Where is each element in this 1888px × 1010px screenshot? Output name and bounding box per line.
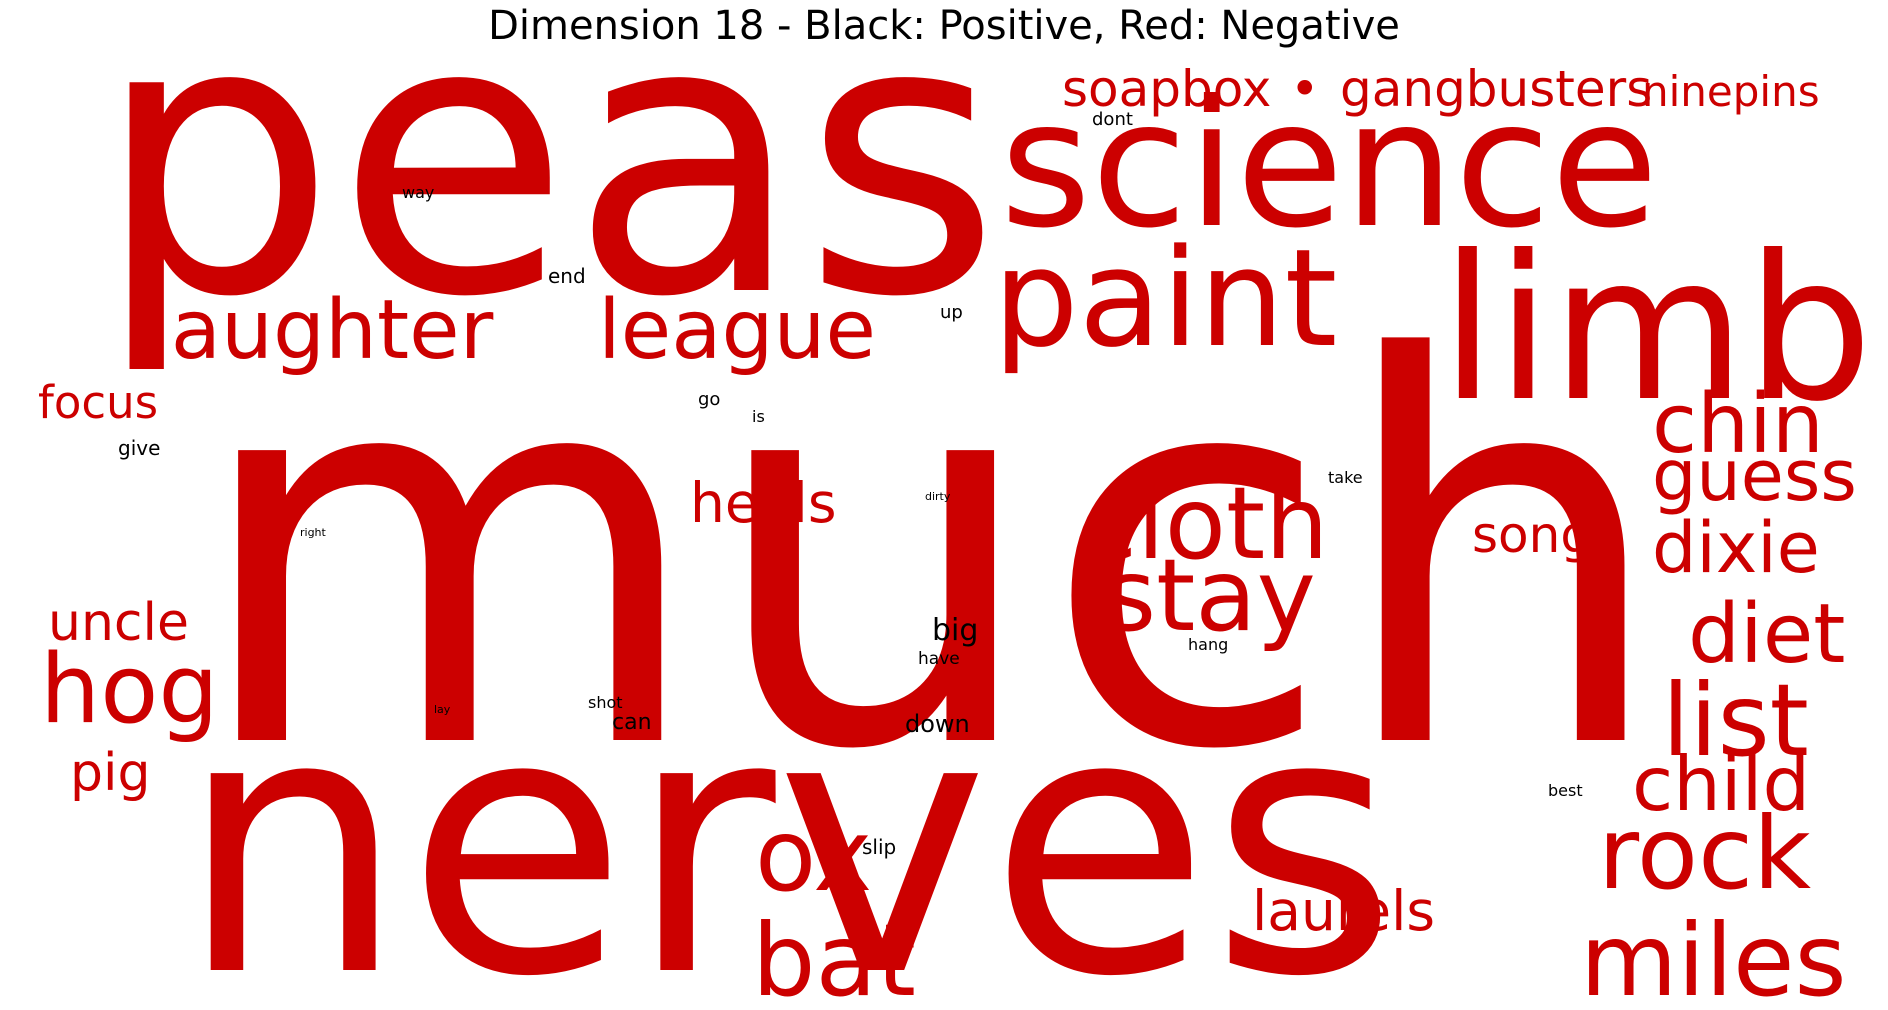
word-is: is <box>752 407 765 426</box>
word-ninepins: ninepins <box>1642 67 1820 116</box>
word-lay: lay <box>434 703 451 716</box>
word-bullet: • <box>1290 60 1320 118</box>
word-paint: paint <box>993 220 1337 377</box>
word-diet: diet <box>1688 587 1845 682</box>
word-stay: stay <box>1104 537 1316 654</box>
word-right: right <box>300 526 327 539</box>
word-league: league <box>598 283 876 378</box>
word-hang: hang <box>1188 635 1228 654</box>
word-end: end <box>548 264 586 288</box>
word-gangbusters: gangbusters <box>1340 60 1652 118</box>
word-focus: focus <box>38 376 158 429</box>
page-title: Dimension 18 - Black: Positive, Red: Neg… <box>488 3 1400 49</box>
word-up: up <box>940 302 963 323</box>
word-best: best <box>1548 781 1583 800</box>
word-soapbox: soapbox <box>1062 60 1271 118</box>
word-dixie: dixie <box>1652 507 1820 589</box>
word-laurels: laurels <box>1252 879 1435 943</box>
word-take: take <box>1328 468 1363 487</box>
word-guess: guess <box>1652 435 1857 517</box>
word-science: science <box>1000 64 1658 267</box>
word-child: child <box>1632 740 1810 828</box>
word-hog: hog <box>40 635 219 745</box>
word-song: song <box>1472 506 1592 564</box>
word-give: give <box>118 436 160 460</box>
word-ox: ox <box>755 797 872 914</box>
word-big: big <box>932 613 978 648</box>
word-chin: chin <box>1652 377 1824 472</box>
word-shot: shot <box>588 693 623 712</box>
word-dont: dont <box>1092 109 1133 130</box>
word-rock: rock <box>1598 795 1811 912</box>
word-much: much <box>190 248 1670 865</box>
word-have: have <box>918 649 960 669</box>
word-heels: heels <box>690 471 836 535</box>
word-can: can <box>612 710 652 735</box>
word-cloth: cloth <box>1082 465 1329 582</box>
word-pig: pig <box>70 743 150 803</box>
word-slip: slip <box>862 835 896 859</box>
word-peas: peas <box>95 0 1001 380</box>
word-down: down <box>905 710 970 738</box>
word-miles: miles <box>1580 902 1847 1010</box>
word-way: way <box>402 183 434 202</box>
word-uncle: uncle <box>48 593 189 653</box>
word-go: go <box>698 389 720 410</box>
word-dirty: dirty <box>925 490 951 503</box>
word-nerves: nerves <box>178 636 1398 1010</box>
word-bat: bat <box>752 902 916 1010</box>
word-list: list <box>1662 662 1809 779</box>
word-laughter: laughter <box>148 283 494 378</box>
word-limb: limb <box>1440 213 1873 446</box>
